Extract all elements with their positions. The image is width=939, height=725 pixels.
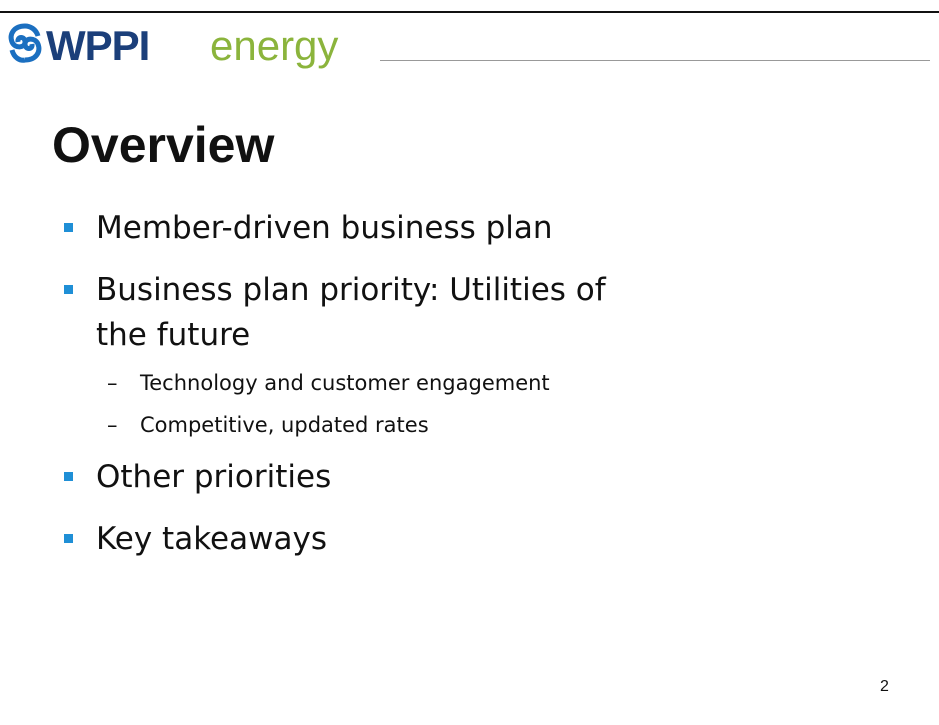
bullet-item: Business plan priority: Utilities of the…: [64, 268, 656, 446]
header-rule: [380, 60, 930, 61]
bullet-text: Business plan priority: Utilities of the…: [96, 272, 606, 353]
bullet-item: Key takeaways: [64, 517, 656, 562]
bullet-text: Key takeaways: [96, 521, 327, 557]
sub-item: Technology and customer engagement: [64, 362, 748, 404]
logo-brand: WPPI: [46, 22, 150, 69]
logo-icon: [8, 23, 42, 63]
sub-list: Technology and customer engagement Compet…: [96, 362, 656, 446]
bullet-text: Member-driven business plan: [96, 210, 553, 246]
sub-item: Competitive, updated rates: [64, 404, 748, 446]
logo-word: energy: [210, 22, 339, 69]
sub-text: Competitive, updated rates: [140, 413, 429, 437]
slide-title: Overview: [52, 117, 275, 173]
page-number: 2: [880, 678, 889, 695]
bullet-item: Other priorities: [64, 455, 656, 500]
sub-text: Technology and customer engagement: [140, 371, 550, 395]
bullet-text: Other priorities: [96, 459, 332, 495]
bullet-list: Member-driven business plan Business plan…: [64, 206, 704, 579]
bullet-item: Member-driven business plan: [64, 206, 656, 251]
top-border: [0, 11, 939, 13]
